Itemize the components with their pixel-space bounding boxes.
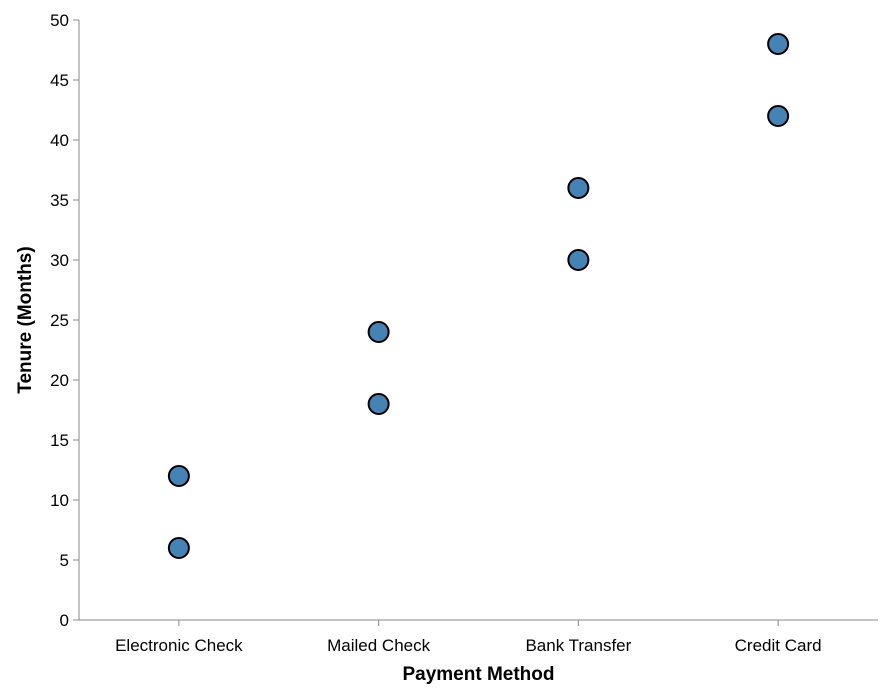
y-axis-ticks: 0 5 10 15 20 25 30 35 40 45 50 [50,11,79,630]
y-axis-title: Tenure (Months) [15,246,36,393]
y-tick-label: 40 [50,131,69,150]
x-axis-ticks: Electronic Check Mailed Check Bank Transfe… [115,620,822,655]
y-tick-label: 15 [50,431,69,450]
x-tick-label: Mailed Check [327,636,430,655]
data-point [367,393,390,415]
data-point [767,105,790,127]
data-point [767,33,790,55]
y-tick-label: 50 [50,11,69,30]
x-tick-label: Credit Card [735,636,822,655]
x-axis-title: Payment Method [402,664,554,685]
data-point [167,537,190,559]
y-tick-label: 45 [50,71,69,90]
x-tick-label: Electronic Check [115,636,243,655]
y-tick-label: 10 [50,491,69,510]
y-tick-label: 5 [60,551,69,570]
data-points [167,33,790,559]
data-point [167,465,190,487]
y-tick-label: 30 [50,251,69,270]
y-tick-label: 25 [50,311,69,330]
y-tick-label: 20 [50,371,69,390]
data-point [567,177,590,199]
y-tick-label: 0 [60,611,69,630]
x-tick-label: Bank Transfer [525,636,631,655]
data-point [567,249,590,271]
y-tick-label: 35 [50,191,69,210]
data-point [367,321,390,343]
